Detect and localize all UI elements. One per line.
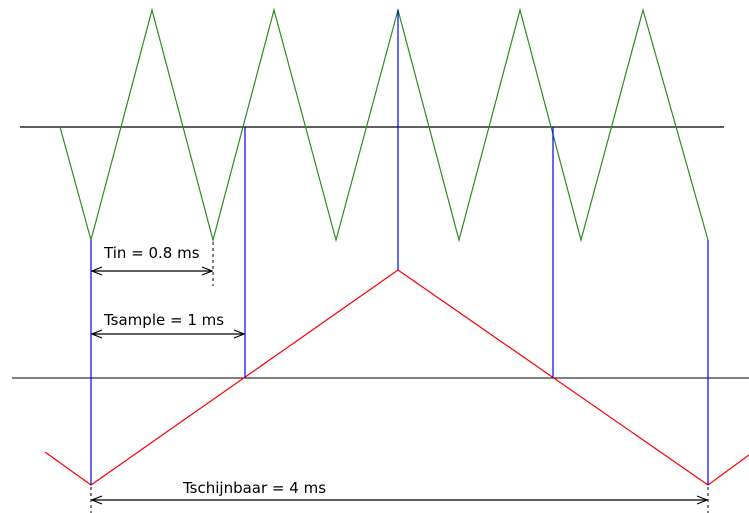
tapparent-label: Tschijnbaar = 4 ms [182, 479, 326, 497]
sample-lines [90, 10, 709, 485]
tin-label: Tin = 0.8 ms [103, 244, 200, 262]
tsample-label: Tsample = 1 ms [103, 311, 224, 329]
input-signal-wave [59, 7, 709, 243]
